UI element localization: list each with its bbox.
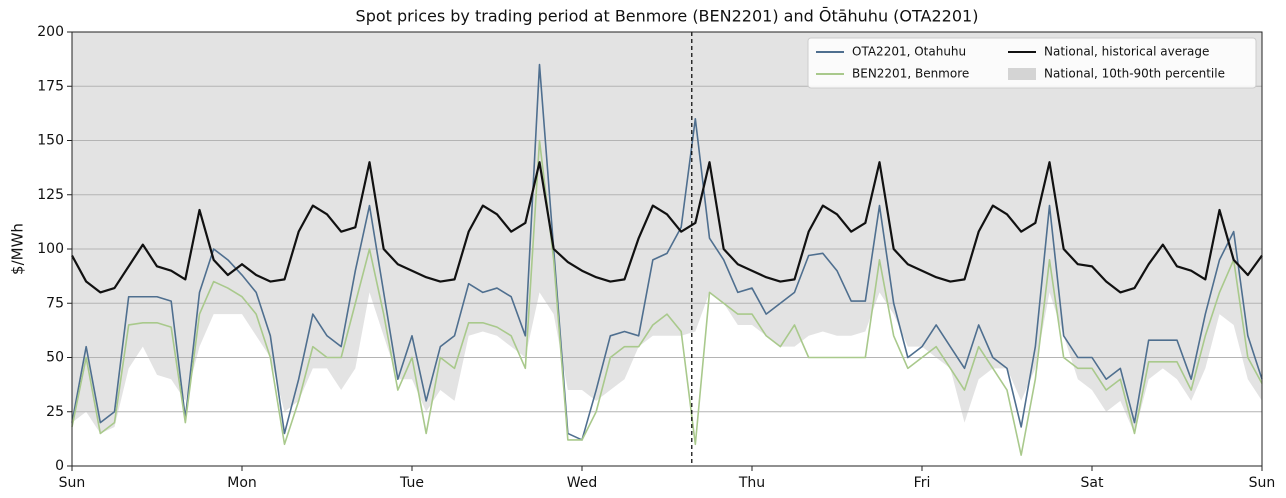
x-tick-label: Tue	[399, 475, 424, 491]
legend-label: OTA2201, Otahuhu	[852, 45, 966, 59]
x-tick-label: Thu	[738, 475, 765, 491]
y-tick-label: 100	[37, 241, 64, 257]
y-tick-label: 125	[37, 187, 64, 203]
legend-label: BEN2201, Benmore	[852, 67, 969, 81]
y-tick-label: 0	[55, 458, 64, 474]
chart-title: Spot prices by trading period at Benmore…	[356, 7, 979, 26]
y-tick-label: 75	[46, 295, 64, 311]
x-tick-label: Wed	[567, 475, 598, 491]
y-tick-label: 25	[46, 404, 64, 420]
legend-label: National, historical average	[1044, 45, 1209, 59]
series-line	[71, 161, 1263, 294]
legend: OTA2201, Otahuhu BEN2201, Benmore National…	[807, 37, 1257, 89]
series-line	[71, 139, 1263, 456]
x-tick-label: Mon	[227, 475, 257, 491]
x-tick-label: Sun	[59, 475, 86, 491]
x-tick-label: Sun	[1249, 475, 1276, 491]
legend-box	[807, 37, 1257, 89]
y-tick-label: 50	[46, 350, 64, 366]
x-tick-label: Sat	[1081, 475, 1104, 491]
legend-label: National, 10th-90th percentile	[1044, 67, 1225, 81]
percentile-band	[72, 32, 1262, 434]
y-tick-label: 200	[37, 24, 64, 40]
plot-frame	[71, 31, 1263, 467]
y-tick-label: 150	[37, 133, 64, 149]
legend-swatch	[1008, 68, 1036, 80]
series-line	[71, 63, 1263, 441]
x-tick-label: Fri	[914, 475, 931, 491]
y-axis-label: $/MWh	[9, 223, 27, 275]
y-tick-label: 175	[37, 78, 64, 94]
